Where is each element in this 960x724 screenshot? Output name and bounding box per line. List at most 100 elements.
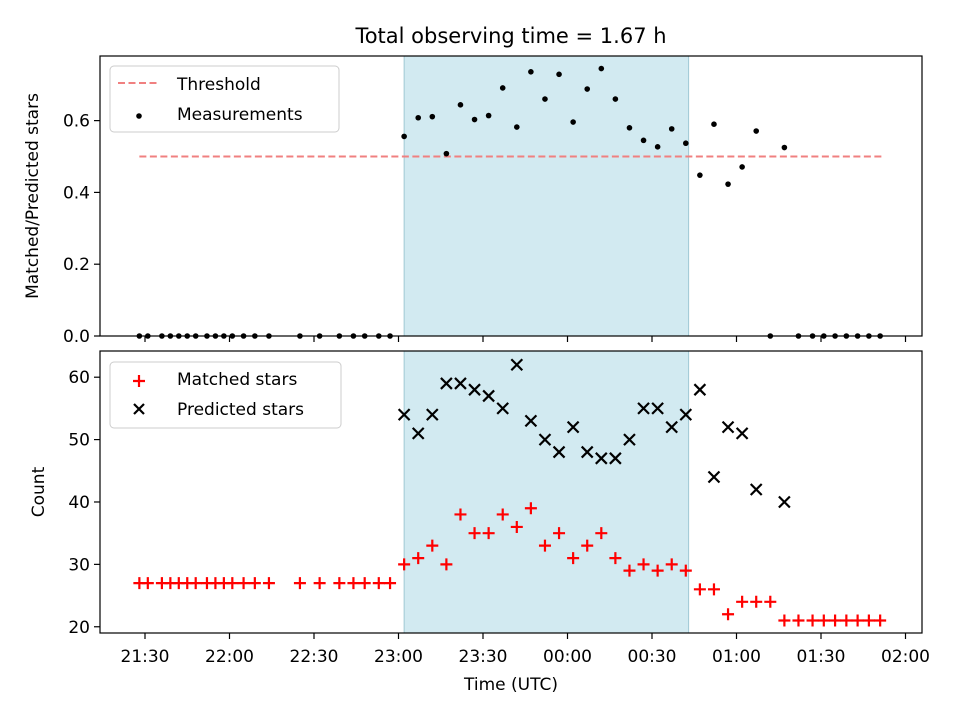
predicted-star-point [524, 414, 538, 428]
measurement-point [739, 164, 745, 170]
matched-star-point [524, 502, 537, 515]
matched-star-point [778, 614, 791, 627]
matched-star-point [347, 577, 360, 590]
matched-star-point [736, 595, 749, 608]
matched-star-point [226, 577, 239, 590]
matched-stars-points [133, 502, 887, 627]
count-legend-box [109, 361, 342, 429]
count-y-axis-label: Count [29, 466, 49, 517]
matched-star-point [468, 527, 481, 540]
predicted-star-point [623, 433, 636, 446]
matched-star-point [426, 539, 439, 552]
x-tick-label: 22:00 [205, 647, 254, 667]
predicted-star-point [411, 427, 425, 440]
predicted-star-point [665, 420, 678, 434]
count-legend: Matched stars Predicted stars [109, 361, 342, 429]
matched-star-point [851, 614, 864, 627]
matched-star-point [333, 577, 346, 590]
predicted-stars-points [397, 358, 791, 509]
x-tick-label: 02:00 [881, 647, 930, 667]
matched-star-point [141, 577, 154, 590]
matched-star-point [384, 577, 397, 590]
measurement-point [528, 68, 534, 75]
measurement-point [612, 96, 619, 102]
measurement-point [711, 121, 717, 128]
predicted-star-point [693, 383, 707, 396]
measurement-point [457, 102, 464, 108]
matched-star-point [840, 614, 853, 627]
ratio-y-tick-label: 0.4 [63, 183, 90, 203]
measurement-point [640, 137, 647, 144]
predicted-star-point [595, 452, 608, 465]
predicted-star-point [778, 495, 791, 509]
matched-star-point [237, 577, 250, 590]
matched-star-point [874, 614, 887, 627]
predicted-star-point [440, 377, 453, 390]
count-y-tick-label: 20 [68, 618, 90, 638]
predicted-star-point [454, 377, 467, 390]
predicted-legend-label: Predicted stars [177, 400, 304, 420]
predicted-star-point [426, 408, 439, 421]
matched-legend-swatch [133, 375, 145, 387]
predicted-star-point [538, 433, 552, 446]
ratio-panel: 0.0 0.2 0.4 0.6 Matched/Predicted stars Thr… [23, 55, 923, 347]
matched-star-point [313, 577, 326, 590]
measurement-point [429, 113, 436, 120]
measurement-point [753, 128, 760, 134]
matched-star-point [482, 527, 495, 540]
chart-title: Total observing time = 1.67 h [354, 24, 666, 48]
matched-legend-label: Matched stars [177, 370, 297, 390]
matched-star-point [817, 614, 830, 627]
matched-star-point [398, 558, 411, 571]
matched-star-point [189, 577, 202, 590]
matched-star-point [623, 564, 636, 577]
predicted-star-point [468, 383, 481, 396]
measurement-point [471, 116, 478, 123]
predicted-star-point [735, 427, 749, 440]
measurement-point [654, 144, 661, 150]
measurement-point [499, 85, 506, 91]
predicted-star-point [397, 408, 411, 421]
ratio-y-axis-label: Matched/Predicted stars [23, 93, 43, 299]
x-tick-label: 01:00 [712, 647, 761, 667]
measurement-point [542, 96, 548, 102]
predicted-legend-swatch [133, 403, 145, 415]
count-panel: 21:30 22:00 22:30 23:00 23:30 00:00 00:30 01:00… [29, 350, 930, 667]
x-tick-label: 00:30 [628, 647, 677, 667]
matched-star-point [651, 564, 664, 577]
measurement-point [584, 86, 591, 92]
ratio-y-tick-label: 0.2 [63, 255, 90, 275]
measurement-point [401, 133, 407, 140]
count-y-tick-label: 50 [68, 431, 90, 451]
matched-star-point [510, 520, 523, 533]
measurement-point [415, 114, 422, 121]
matched-star-point [829, 614, 842, 627]
ratio-legend: Threshold Measurements [109, 65, 340, 133]
predicted-star-point [721, 420, 735, 434]
matched-star-point [764, 595, 777, 608]
matched-star-point [722, 608, 735, 621]
x-axis-label: Time (UTC) [463, 675, 558, 695]
count-y-tick-label: 30 [68, 555, 90, 575]
matched-star-point [538, 539, 551, 552]
predicted-star-point [637, 402, 650, 415]
measurement-point [443, 150, 450, 157]
predicted-star-point [749, 483, 763, 496]
measurement-point [781, 144, 788, 151]
x-tick-label: 21:30 [121, 647, 170, 667]
matched-star-point [637, 558, 650, 571]
x-tick-label: 23:30 [459, 647, 508, 667]
matched-star-point [707, 583, 720, 596]
measurement-point [514, 124, 520, 130]
measurement-point [485, 112, 492, 119]
matched-star-point [806, 614, 819, 627]
measurement-point [598, 65, 605, 72]
predicted-star-point [580, 445, 594, 459]
measurement-point [725, 181, 731, 187]
matched-star-point [581, 539, 594, 552]
predicted-star-point [482, 389, 495, 403]
matched-star-point [293, 577, 306, 590]
matched-star-point [372, 577, 385, 590]
